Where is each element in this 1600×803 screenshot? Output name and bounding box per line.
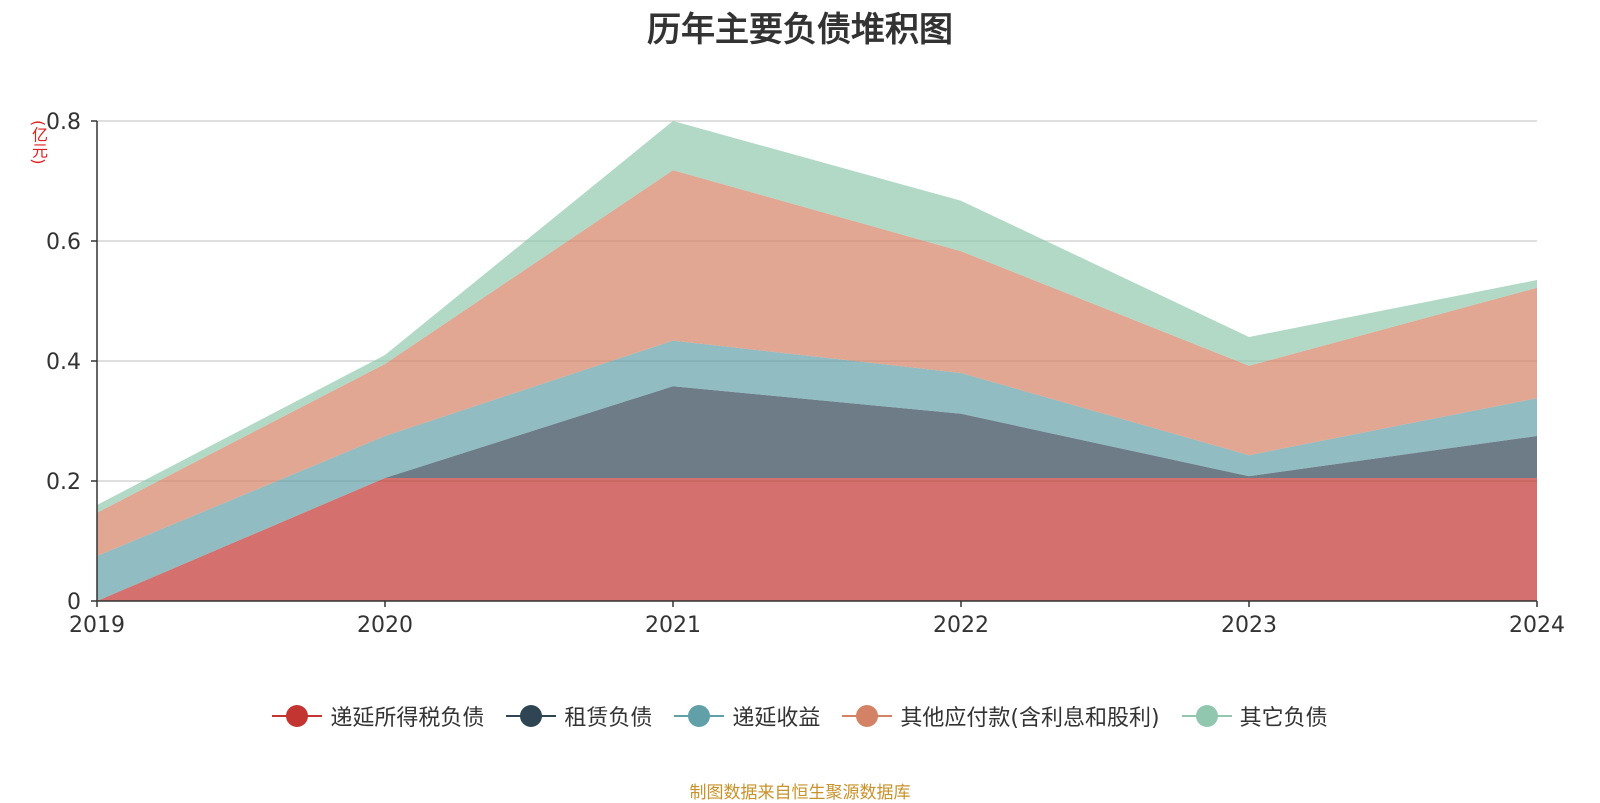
legend-marker-icon (1181, 704, 1232, 728)
y-tick-label: 0.8 (46, 110, 81, 135)
legend-label: 递延所得税负债 (330, 706, 485, 731)
chart-title: 历年主要负债堆积图 (647, 10, 953, 50)
area-series-3 (97, 340, 1537, 601)
legend-dot (856, 705, 879, 727)
x-tick-label: 2020 (357, 613, 413, 638)
area-series-layer (97, 121, 1537, 601)
x-tick-label: 2022 (933, 613, 989, 638)
y-tick-label: 0 (67, 590, 81, 615)
legend-label: 租赁负债 (564, 706, 653, 731)
axes: 0 0.2 0.4 0.6 0.8 2019 2020 2021 2022 2023 2024 (46, 110, 1565, 638)
legend-label: 其他应付款(含利息和股利) (900, 706, 1160, 731)
y-axis-unit-label: (亿元) (29, 120, 48, 165)
y-tick-label: 0.2 (46, 470, 81, 495)
legend: 递延所得税负债 租赁负债 递延收益 其他应付款(含利息和股利) 其它负债 (0, 700, 1600, 732)
x-tick-label: 2023 (1221, 613, 1277, 638)
x-tick-label: 2019 (69, 613, 125, 638)
legend-item-1[interactable]: 递延所得税负债 (272, 700, 484, 732)
legend-label: 递延收益 (732, 706, 821, 731)
legend-marker-icon (506, 704, 557, 728)
legend-item-2[interactable]: 租赁负债 (506, 700, 652, 732)
legend-label: 其它负债 (1239, 706, 1328, 731)
source-note: 制图数据来自恒生聚源数据库 (689, 783, 911, 803)
legend-dot (520, 705, 543, 727)
legend-dot (1195, 705, 1218, 727)
area-series-4 (97, 170, 1537, 556)
legend-marker-icon (842, 704, 893, 728)
area-series-5 (97, 121, 1537, 513)
x-tick-label: 2024 (1509, 613, 1565, 638)
legend-item-4[interactable]: 其他应付款(含利息和股利) (842, 700, 1160, 732)
area-series-2 (97, 386, 1537, 601)
legend-marker-icon (272, 704, 323, 728)
legend-item-3[interactable]: 递延收益 (674, 700, 820, 732)
area-series-1 (97, 478, 1537, 601)
stacked-area-chart: 0 0.2 0.4 0.6 0.8 2019 2020 2021 2022 2023 2024 (46, 110, 1565, 638)
legend-dot (688, 705, 711, 727)
legend-item-5[interactable]: 其它负债 (1181, 700, 1328, 732)
legend-marker-icon (674, 704, 725, 728)
legend-dot (286, 705, 309, 727)
x-tick-label: 2021 (645, 613, 701, 638)
y-tick-label: 0.6 (46, 230, 81, 255)
y-tick-label: 0.4 (46, 350, 81, 375)
